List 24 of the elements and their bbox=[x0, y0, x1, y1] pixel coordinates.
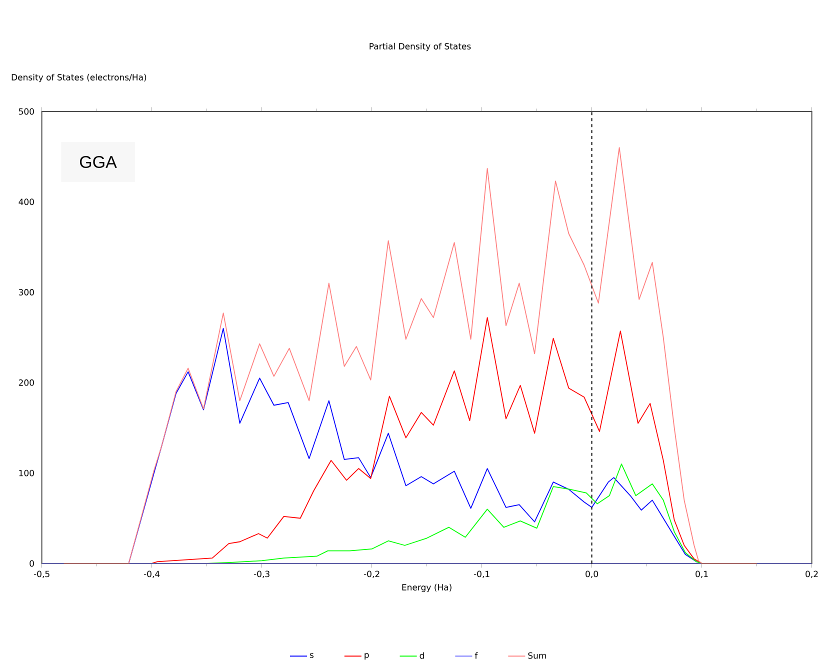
legend-label: d bbox=[420, 652, 424, 659]
annotation: GGA bbox=[80, 156, 117, 168]
x-tick-label: 0,2 bbox=[806, 570, 818, 578]
y-tick-label: 200 bbox=[18, 379, 34, 386]
y-tick-label: 100 bbox=[19, 470, 34, 476]
x-tick-label: -0,4 bbox=[144, 570, 160, 578]
y-tick-label: 500 bbox=[18, 108, 34, 115]
chart-title: Partial Density of States bbox=[370, 42, 471, 52]
y-tick-label: 0 bbox=[30, 560, 34, 567]
x-axis-title: Energy (Ha) bbox=[402, 584, 452, 592]
x-tick-label: -0,2 bbox=[364, 570, 380, 578]
x-tick-label: -0,1 bbox=[474, 570, 490, 578]
x-tick-label: 0,0 bbox=[586, 570, 598, 578]
legend-label: s bbox=[310, 653, 314, 658]
line-series bbox=[63, 147, 758, 564]
y-tick-label: 300 bbox=[18, 289, 34, 296]
x-tick-label: -0,3 bbox=[254, 570, 270, 578]
legend-label: f bbox=[474, 652, 478, 659]
y-tick-label: 400 bbox=[18, 198, 34, 206]
y-axis-title: Density of States (electrons/Ha) bbox=[12, 74, 146, 82]
legend-label: Sum bbox=[528, 652, 546, 659]
x-tick-label: 0,1 bbox=[696, 570, 708, 578]
x-tick-label: -0,5 bbox=[34, 570, 50, 578]
legend-label: p bbox=[364, 653, 369, 660]
